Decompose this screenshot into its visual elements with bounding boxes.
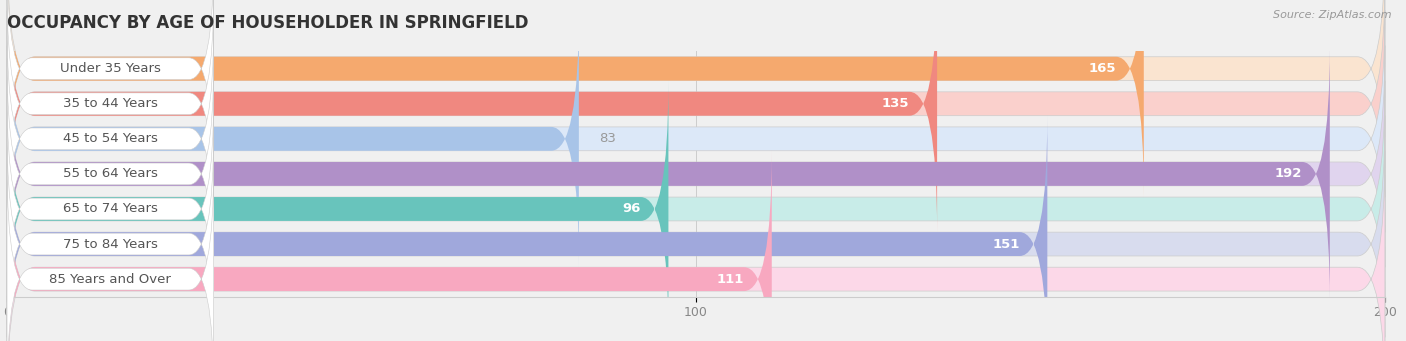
FancyBboxPatch shape — [7, 11, 579, 267]
Text: 135: 135 — [882, 97, 910, 110]
Text: 151: 151 — [993, 238, 1019, 251]
FancyBboxPatch shape — [7, 46, 1385, 302]
FancyBboxPatch shape — [7, 11, 1385, 267]
Text: 192: 192 — [1275, 167, 1302, 180]
FancyBboxPatch shape — [7, 80, 1385, 337]
Text: 96: 96 — [623, 203, 641, 216]
Text: 111: 111 — [717, 273, 744, 286]
Text: 35 to 44 Years: 35 to 44 Years — [63, 97, 157, 110]
Text: 165: 165 — [1088, 62, 1116, 75]
FancyBboxPatch shape — [7, 46, 1330, 302]
FancyBboxPatch shape — [7, 0, 938, 232]
Text: 55 to 64 Years: 55 to 64 Years — [63, 167, 157, 180]
Text: 75 to 84 Years: 75 to 84 Years — [63, 238, 157, 251]
FancyBboxPatch shape — [7, 151, 1385, 341]
FancyBboxPatch shape — [7, 151, 772, 341]
Text: Source: ZipAtlas.com: Source: ZipAtlas.com — [1274, 10, 1392, 20]
FancyBboxPatch shape — [7, 129, 214, 341]
FancyBboxPatch shape — [7, 0, 1385, 232]
FancyBboxPatch shape — [7, 24, 214, 254]
Text: 83: 83 — [599, 132, 616, 145]
FancyBboxPatch shape — [7, 0, 1385, 197]
Text: 85 Years and Over: 85 Years and Over — [49, 273, 172, 286]
FancyBboxPatch shape — [7, 116, 1047, 341]
FancyBboxPatch shape — [7, 116, 1385, 341]
Text: 45 to 54 Years: 45 to 54 Years — [63, 132, 157, 145]
FancyBboxPatch shape — [7, 164, 214, 341]
Text: 65 to 74 Years: 65 to 74 Years — [63, 203, 157, 216]
FancyBboxPatch shape — [7, 0, 214, 219]
FancyBboxPatch shape — [7, 80, 668, 337]
Text: OCCUPANCY BY AGE OF HOUSEHOLDER IN SPRINGFIELD: OCCUPANCY BY AGE OF HOUSEHOLDER IN SPRIN… — [7, 14, 529, 31]
Text: Under 35 Years: Under 35 Years — [60, 62, 160, 75]
FancyBboxPatch shape — [7, 0, 1144, 197]
FancyBboxPatch shape — [7, 59, 214, 289]
FancyBboxPatch shape — [7, 93, 214, 324]
FancyBboxPatch shape — [7, 0, 214, 184]
